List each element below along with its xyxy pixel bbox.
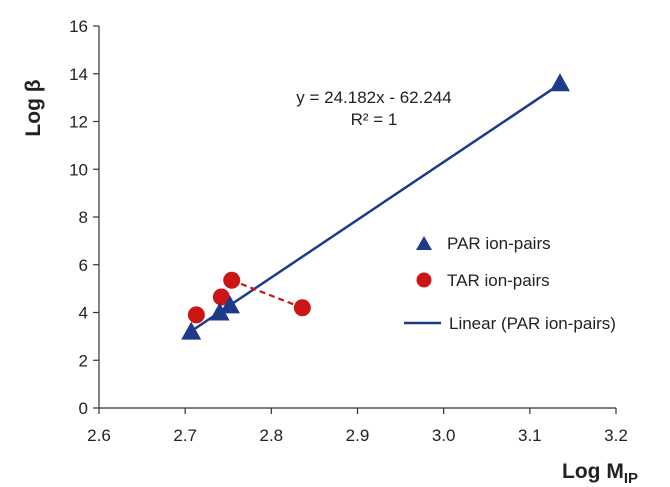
tar-dashed-line [231,279,303,309]
y-axis-title: Log β [22,79,45,136]
y-tick-label: 0 [79,399,88,418]
y-tick-label: 14 [69,65,88,84]
axes [98,26,616,409]
tar-point [212,288,230,306]
y-tick-label: 16 [69,17,88,36]
x-ticks: 2.6 2.7 2.8 2.9 3.0 3.1 3.2 [87,408,628,445]
par-point [219,295,240,314]
legend-label-par: PAR ion-pairs [447,234,551,253]
plot-area [181,73,570,340]
legend-label-linear: Linear (PAR ion-pairs) [449,314,616,333]
legend-marker-par [416,236,432,250]
par-point [549,73,570,92]
x-tick-label: 2.8 [260,426,284,445]
tar-point [223,271,241,289]
x-axis-title-sub: IP [624,470,638,487]
par-point [209,302,230,321]
y-tick-label: 2 [79,351,88,370]
legend-marker-tar [416,272,432,288]
par-point [181,321,202,340]
y-tick-label: 8 [79,208,88,227]
x-axis-title: Log MIP [562,460,638,487]
y-tick-label: 4 [79,304,88,323]
tar-point [293,299,311,317]
legend: PAR ion-pairs TAR ion-pairs Linear (PAR … [404,234,616,333]
y-tick-label: 10 [69,160,88,179]
y-tick-label: 6 [79,256,88,275]
trendline-r2: R² = 1 [351,110,398,129]
y-ticks: 0 2 4 6 8 10 12 14 16 [69,17,99,418]
x-tick-label: 3.1 [518,426,542,445]
x-tick-label: 2.9 [346,426,370,445]
y-tick-label: 12 [69,113,88,132]
x-tick-label: 2.7 [173,426,197,445]
x-tick-label: 2.6 [87,426,111,445]
trendline-equation: y = 24.182x - 62.244 [296,88,451,107]
trendline-par [190,83,561,333]
x-tick-label: 3.0 [432,426,456,445]
legend-label-tar: TAR ion-pairs [447,271,550,290]
x-axis-title-main: Log M [562,460,624,483]
x-tick-label: 3.2 [604,426,628,445]
tar-point [187,306,205,324]
